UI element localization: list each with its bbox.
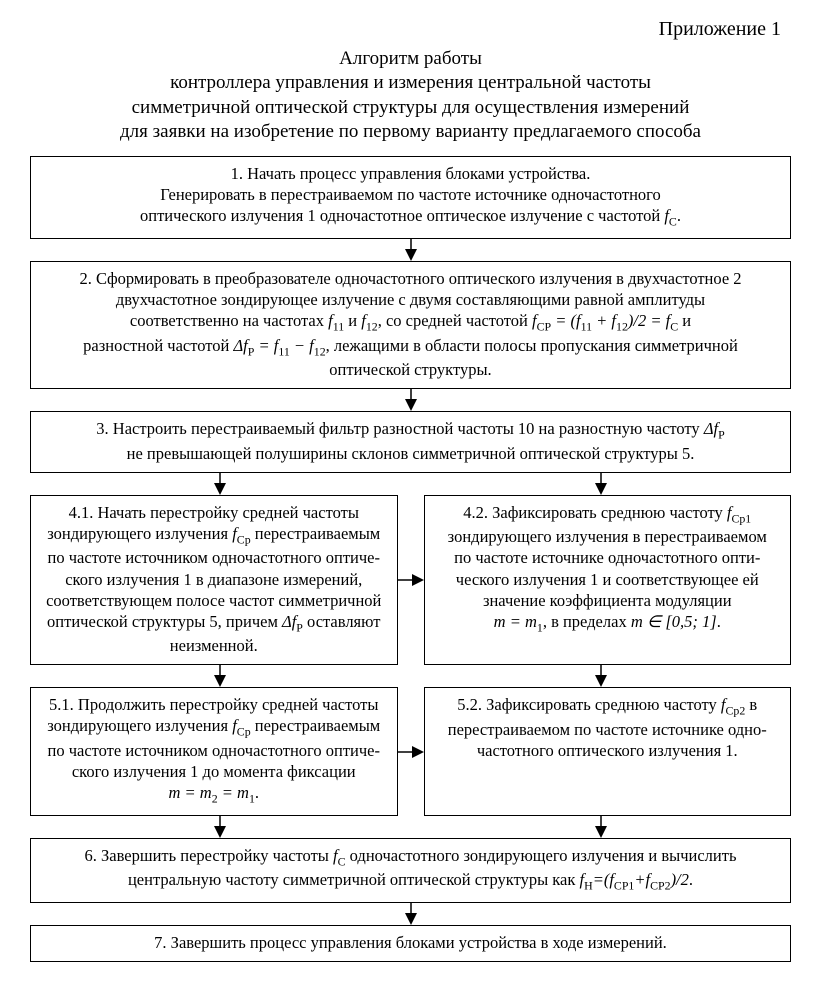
s6-l1b: одночастотного зондирующего излучения и … xyxy=(346,846,737,865)
s1-l1: 1. Начать процесс управления блоками уст… xyxy=(231,164,591,183)
arrow-5-6split xyxy=(30,816,791,838)
step-3: 3. Настроить перестраиваемый фильтр разн… xyxy=(30,411,791,473)
math-fCP-eq: fCP = (f11 + f12)/2 = fC xyxy=(532,311,678,330)
s52-l2: перестраиваемом по частоте источнике одн… xyxy=(448,720,767,739)
arrow-41-42 xyxy=(398,495,424,666)
s51-l2b: перестраиваемым xyxy=(251,716,381,735)
step-5-1: 5.1. Продолжить перестройку средней част… xyxy=(30,687,398,815)
s7: 7. Завершить процесс управления блоками … xyxy=(154,933,667,952)
s2-l3a: соответственно на частотах xyxy=(130,311,328,330)
s1-l3a: оптического излучения 1 одночастотное оп… xyxy=(140,206,664,225)
s41-l4: ского излучения 1 в диапазоне измерений, xyxy=(65,570,362,589)
step-4-2: 4.2. Зафиксировать среднюю частоту fCp1 … xyxy=(424,495,792,666)
s1-l3b: . xyxy=(677,206,681,225)
arrow-1-2 xyxy=(30,239,791,261)
s41-l7: неизменной. xyxy=(170,636,258,655)
s51-l3: по частоте источником одночастотного опт… xyxy=(48,741,381,760)
s41-l6b: оставляют xyxy=(303,612,381,631)
s51-l2a: зондирующего излучения xyxy=(47,716,232,735)
math-dfP-eq: ΔfP = f11 − f12 xyxy=(233,336,325,355)
math-m-eq2: m = m2 = m1 xyxy=(168,783,254,802)
step-6: 6. Завершить перестройку частоты fC одно… xyxy=(30,838,791,903)
flowchart: 1. Начать процесс управления блоками уст… xyxy=(30,156,791,961)
math-m-range: m ∈ [0,5; 1] xyxy=(631,612,717,631)
s2-l3b: и xyxy=(344,311,361,330)
s41-l2a: зондирующего излучения xyxy=(47,524,232,543)
s6-l2a: центральную частоту симметричной оптичес… xyxy=(128,870,580,889)
math-dfP-41: ΔfP xyxy=(282,612,303,631)
s2-l4a: разностной частотой xyxy=(83,336,233,355)
s42-l6b: , в пределах xyxy=(543,612,631,631)
title-line-3: симметричной оптической структуры для ос… xyxy=(132,97,690,118)
title-line-2: контроллера управления и измерения центр… xyxy=(170,72,651,93)
step-5-2: 5.2. Зафиксировать среднюю частоту fCp2 … xyxy=(424,687,792,815)
s42-l4: ческого излучения 1 и соответствующее ей xyxy=(456,570,759,589)
s42-l2: зондирующего излучения в перестраиваемом xyxy=(448,527,767,546)
s6-l1a: 6. Завершить перестройку частоты xyxy=(85,846,334,865)
s41-l2b: перестраиваемым xyxy=(251,524,381,543)
math-f12: f12 xyxy=(361,311,377,330)
step-1: 1. Начать процесс управления блоками уст… xyxy=(30,156,791,239)
s51-l4: ского излучения 1 до момента фиксации xyxy=(72,762,356,781)
s3-l2: не превышающей полуширины склонов симмет… xyxy=(127,444,695,463)
math-fCp-51: fCp xyxy=(232,716,250,735)
s52-l1a: 5.2. Зафиксировать среднюю частоту xyxy=(457,695,721,714)
arrow-6-7 xyxy=(30,903,791,925)
s52-l3: частотного оптического излучения 1. xyxy=(477,741,738,760)
row-5: 5.1. Продолжить перестройку средней част… xyxy=(30,687,791,815)
s42-l5: значение коэффициента модуляции xyxy=(483,591,732,610)
math-fC-6: fC xyxy=(333,846,346,865)
math-fCp1: fCp1 xyxy=(727,503,751,522)
math-f11: f11 xyxy=(328,311,344,330)
title-line-4: для заявки на изобретение по первому вар… xyxy=(120,121,701,142)
s52-l1b: в xyxy=(745,695,757,714)
s41-l3: по частоте источником одночастотного опт… xyxy=(48,548,381,567)
s2-l3d: и xyxy=(678,311,691,330)
row-4: 4.1. Начать перестройку средней частоты … xyxy=(30,495,791,666)
s41-l6a: оптической структуры 5, причем xyxy=(47,612,282,631)
math-dfP: ΔfP xyxy=(704,419,725,438)
step-2: 2. Сформировать в преобразователе одноча… xyxy=(30,261,791,389)
arrow-51-52 xyxy=(398,687,424,815)
step-7: 7. Завершить процесс управления блоками … xyxy=(30,925,791,962)
math-fCp-41: fCp xyxy=(232,524,250,543)
appendix-label: Приложение 1 xyxy=(30,18,781,41)
s3-l1a: 3. Настроить перестраиваемый фильтр разн… xyxy=(96,419,704,438)
s42-l3: по частоте источнике одночастотного опти… xyxy=(454,548,760,567)
s41-l1: 4.1. Начать перестройку средней частоты xyxy=(69,503,359,522)
step-4-1: 4.1. Начать перестройку средней частоты … xyxy=(30,495,398,666)
math-fH-eq: fH=(fCP1+fCP2)/2 xyxy=(580,870,689,889)
s2-l5: оптической структуры. xyxy=(329,360,491,379)
s42-l1a: 4.2. Зафиксировать среднюю частоту xyxy=(463,503,727,522)
arrow-4-5split xyxy=(30,665,791,687)
arrow-3-4split xyxy=(30,473,791,495)
s2-l4b: , лежащими в области полосы пропускания … xyxy=(326,336,738,355)
arrow-2-3 xyxy=(30,389,791,411)
math-m-eq1: m = m1 xyxy=(494,612,543,631)
s51-l1: 5.1. Продолжить перестройку средней част… xyxy=(49,695,378,714)
math-fCp2: fCp2 xyxy=(721,695,745,714)
title-line-1: Алгоритм работы xyxy=(339,48,482,69)
s2-l1: 2. Сформировать в преобразователе одноча… xyxy=(79,269,741,288)
s1-l2: Генерировать в перестраиваемом по частот… xyxy=(160,185,661,204)
math-fC: fC xyxy=(664,206,677,225)
s41-l5: соответствующем полосе частот симметричн… xyxy=(46,591,381,610)
main-title: Алгоритм работы контроллера управления и… xyxy=(40,47,781,144)
s2-l2: двухчастотное зондирующее излучение с дв… xyxy=(116,290,705,309)
s2-l3c: , со средней частотой xyxy=(378,311,532,330)
